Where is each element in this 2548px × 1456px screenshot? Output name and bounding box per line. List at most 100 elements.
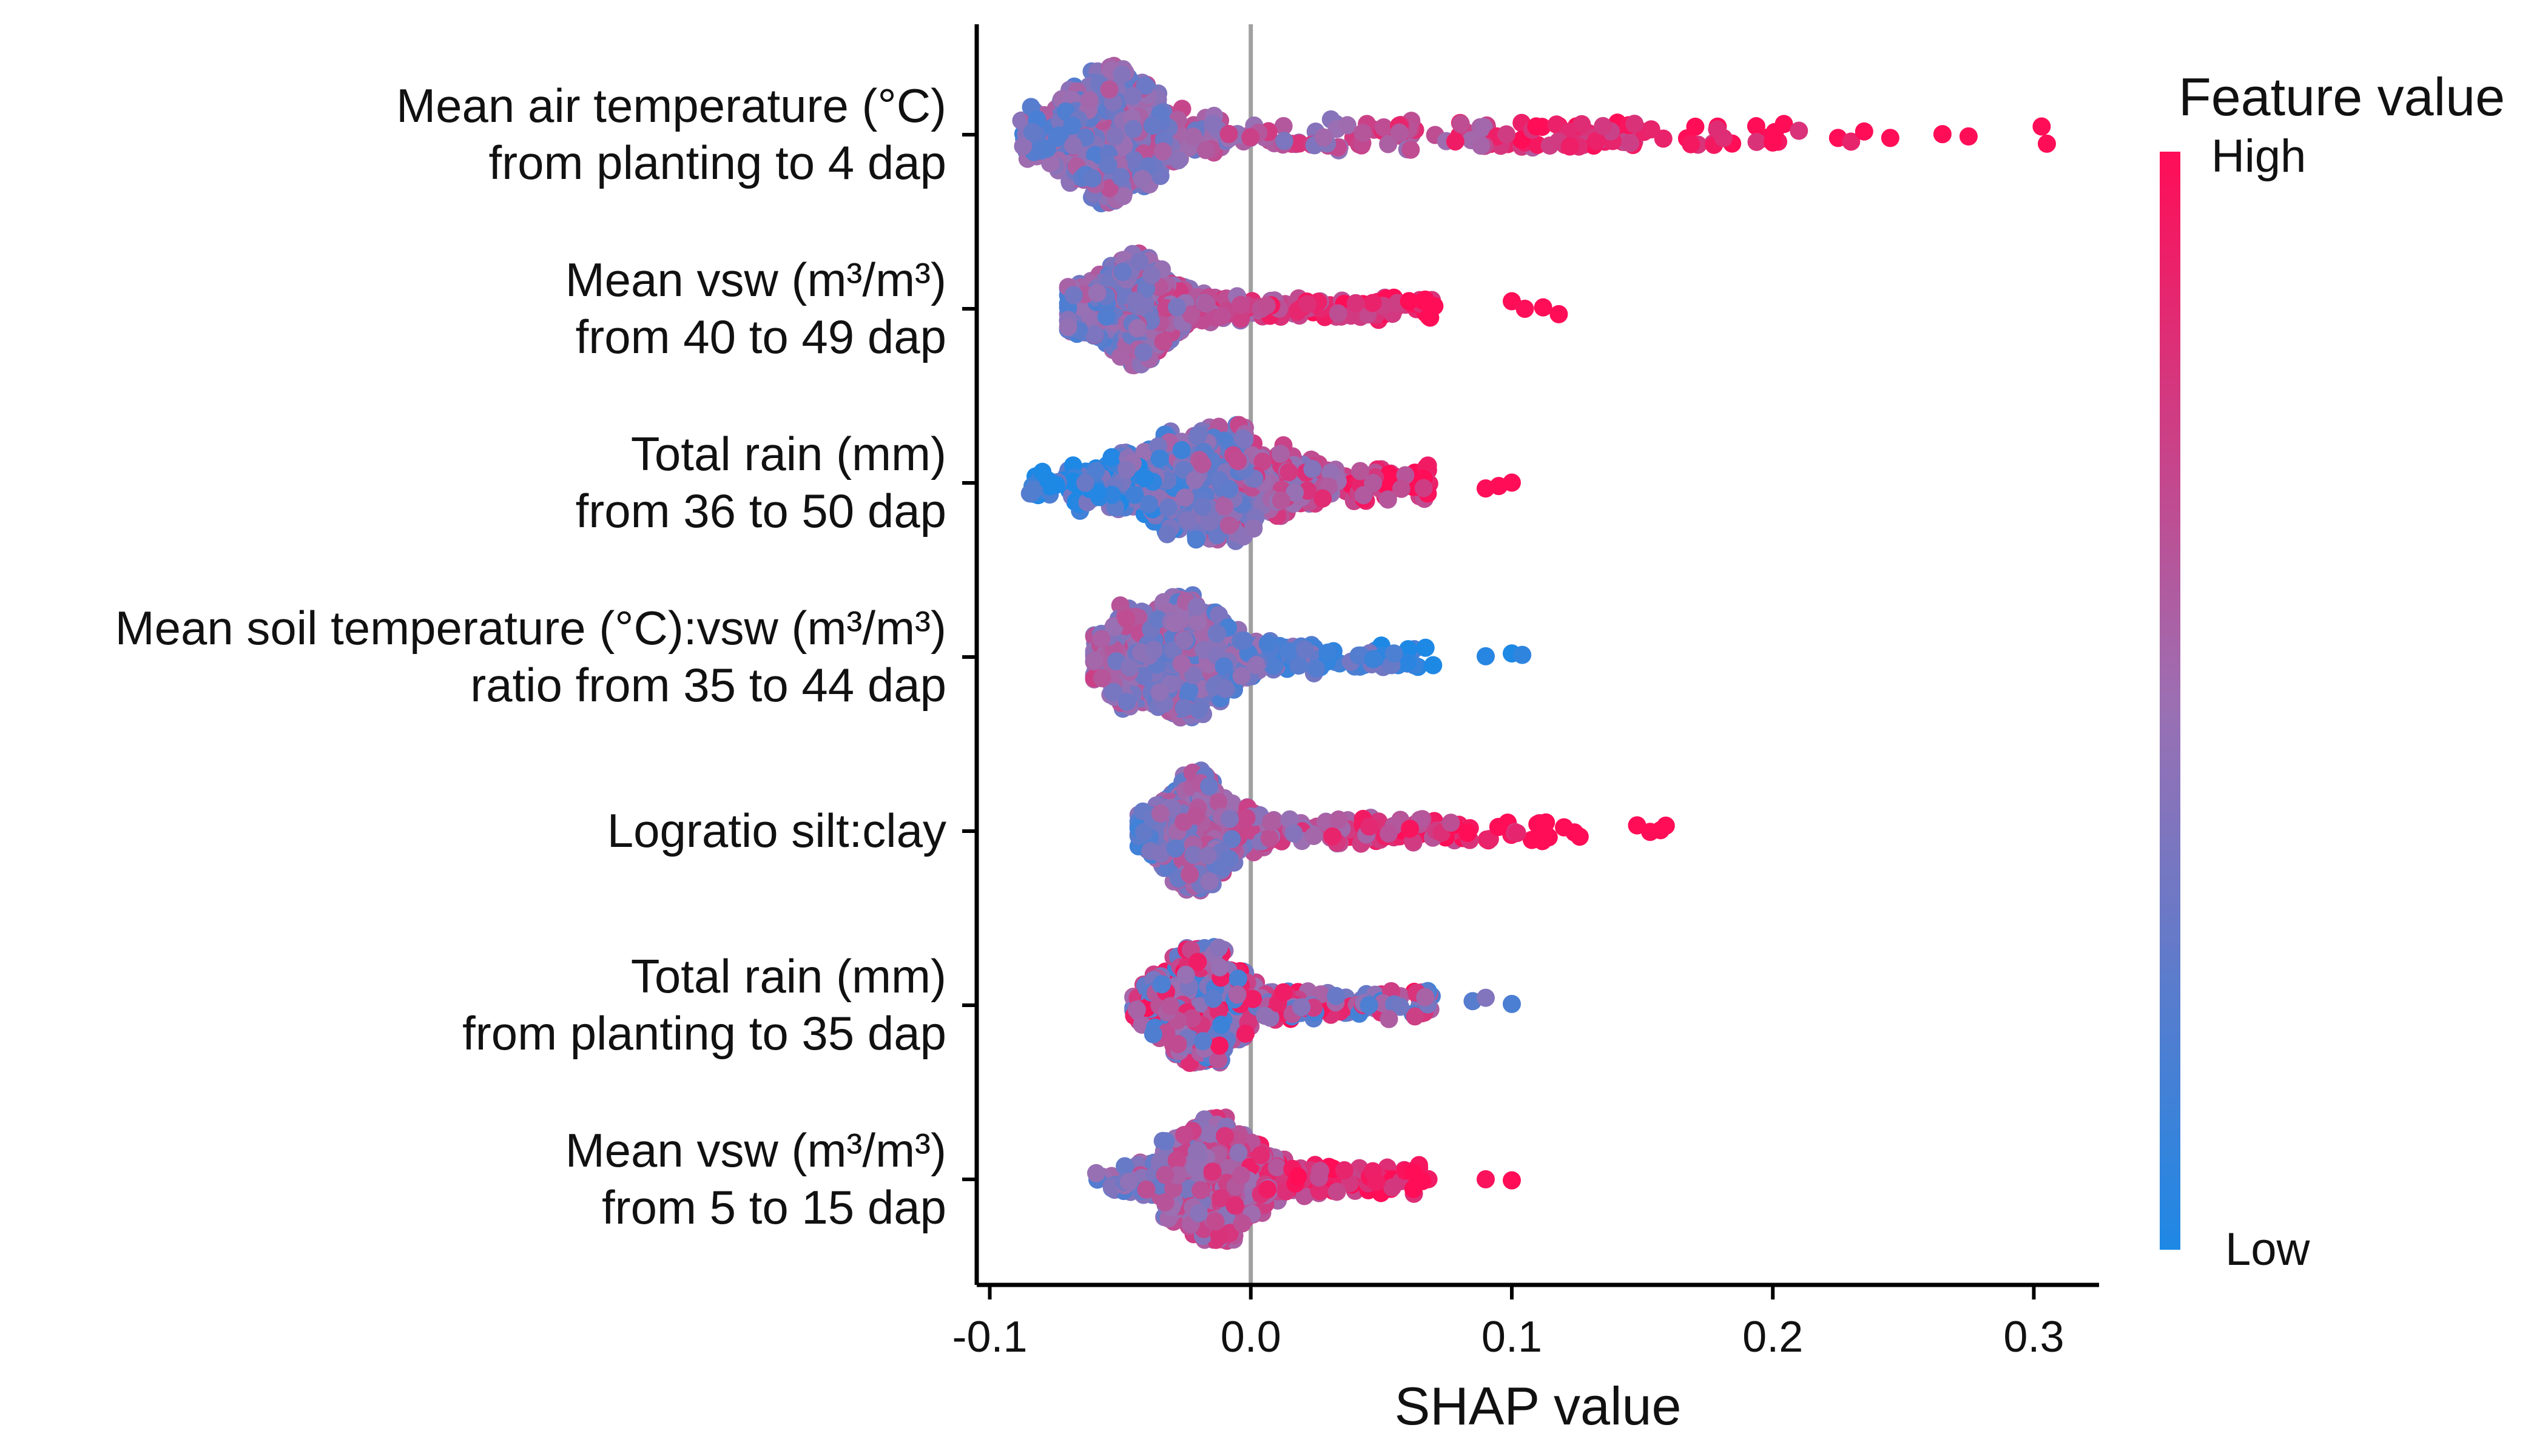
shap-point (1158, 525, 1176, 544)
shap-point (1189, 1204, 1208, 1222)
shap-point (1156, 1193, 1175, 1212)
x-axis-label: SHAP value (1395, 1376, 1682, 1436)
shap-point (1181, 865, 1199, 884)
shap-point (1134, 823, 1153, 841)
shap-point (1080, 91, 1099, 110)
shap-point (1304, 826, 1323, 845)
shap-point (1203, 1162, 1222, 1181)
feature-label-line: Total rain (mm) (631, 427, 946, 480)
shap-point (1274, 116, 1293, 135)
shap-point (1193, 1032, 1212, 1051)
shap-point (1134, 666, 1153, 685)
shap-point (1228, 985, 1247, 1004)
shap-point (1127, 1000, 1146, 1019)
shap-point (1236, 1024, 1255, 1043)
shap-point (1116, 1157, 1134, 1176)
shap-point (1279, 463, 1298, 482)
shap-point (1125, 485, 1144, 504)
shap-point (1182, 1009, 1201, 1028)
shap-point (1111, 167, 1130, 186)
shap-point (1125, 150, 1144, 169)
shap-point (1175, 699, 1193, 718)
shap-point (1210, 958, 1229, 977)
shap-point (1235, 430, 1254, 449)
shap-point (1219, 516, 1238, 534)
beeswarm-dots (1012, 56, 2056, 1250)
shap-point (1292, 998, 1311, 1017)
shap-point (1150, 682, 1169, 701)
shap-point (1708, 120, 1727, 139)
shap-point (1176, 965, 1195, 984)
shap-point (1881, 129, 1899, 147)
shap-point (1144, 1025, 1162, 1043)
shap-point (1137, 1180, 1156, 1199)
shap-point (1401, 820, 1420, 838)
shap-point (1280, 810, 1299, 829)
shap-point (1099, 156, 1117, 175)
shap-point (1153, 142, 1172, 161)
shap-point (1534, 298, 1552, 317)
shap-point (1310, 1168, 1329, 1187)
legend-title: Feature value (2179, 67, 2505, 127)
shap-point (1274, 983, 1293, 1002)
shap-point (1191, 1181, 1210, 1199)
shap-point (1204, 989, 1222, 1008)
shap-point (1133, 170, 1151, 189)
shap-point (1102, 448, 1121, 467)
shap-point (1200, 513, 1219, 531)
shap-point (1063, 116, 1082, 135)
shap-point (1187, 806, 1205, 825)
shap-point (1220, 809, 1239, 828)
shap-point (1416, 638, 1435, 657)
shap-point (1215, 657, 1233, 676)
feature-label-line: Mean air temperature (°C) (396, 79, 946, 132)
shap-point (1200, 777, 1219, 796)
shap-point (1161, 997, 1180, 1016)
shap-point (1364, 650, 1383, 669)
shap-point (1150, 449, 1169, 468)
shap-point (1189, 425, 1208, 444)
shap-point (1140, 495, 1159, 514)
shap-point (1399, 640, 1418, 659)
shap-point (1088, 283, 1107, 302)
shap-point (1451, 114, 1470, 133)
shap-point (1151, 844, 1170, 863)
shap-point (1383, 1178, 1401, 1197)
shap-point (1327, 1182, 1346, 1201)
shap-point (1196, 141, 1215, 160)
shap-point (1329, 304, 1347, 323)
shap-point (1527, 117, 1546, 136)
shap-point (1384, 644, 1403, 663)
shap-point (1247, 656, 1266, 675)
shap-point (1363, 294, 1382, 312)
shap-point (1474, 118, 1493, 136)
shap-point (1264, 656, 1282, 675)
shap-point (1275, 132, 1293, 150)
shap-point (1176, 488, 1195, 507)
shap-point (1076, 473, 1095, 492)
shap-point (1145, 641, 1164, 659)
shap-point (1100, 179, 1119, 198)
shap-point (1156, 1165, 1175, 1184)
shap-point (1256, 1006, 1275, 1025)
shap-point (1625, 115, 1644, 133)
shap-point (1244, 519, 1263, 538)
shap-point (1182, 305, 1201, 324)
shap-point (1267, 1158, 1286, 1177)
feature-label-line: from 40 to 49 dap (576, 310, 946, 363)
shap-point (1476, 647, 1495, 666)
shap-point (1033, 462, 1052, 481)
feature-label-line: from 5 to 15 dap (602, 1181, 946, 1234)
shap-point (1380, 1009, 1398, 1028)
shap-point (1380, 824, 1398, 843)
shap-point (1189, 701, 1208, 720)
shap-point (1124, 87, 1142, 106)
shap-point (1184, 846, 1203, 864)
shap-point (1083, 169, 1102, 188)
shap-point (1323, 827, 1342, 846)
shap-point (1025, 480, 1043, 499)
shap-point (1398, 654, 1417, 673)
shap-point (1064, 286, 1083, 305)
shap-point (1241, 128, 1260, 147)
